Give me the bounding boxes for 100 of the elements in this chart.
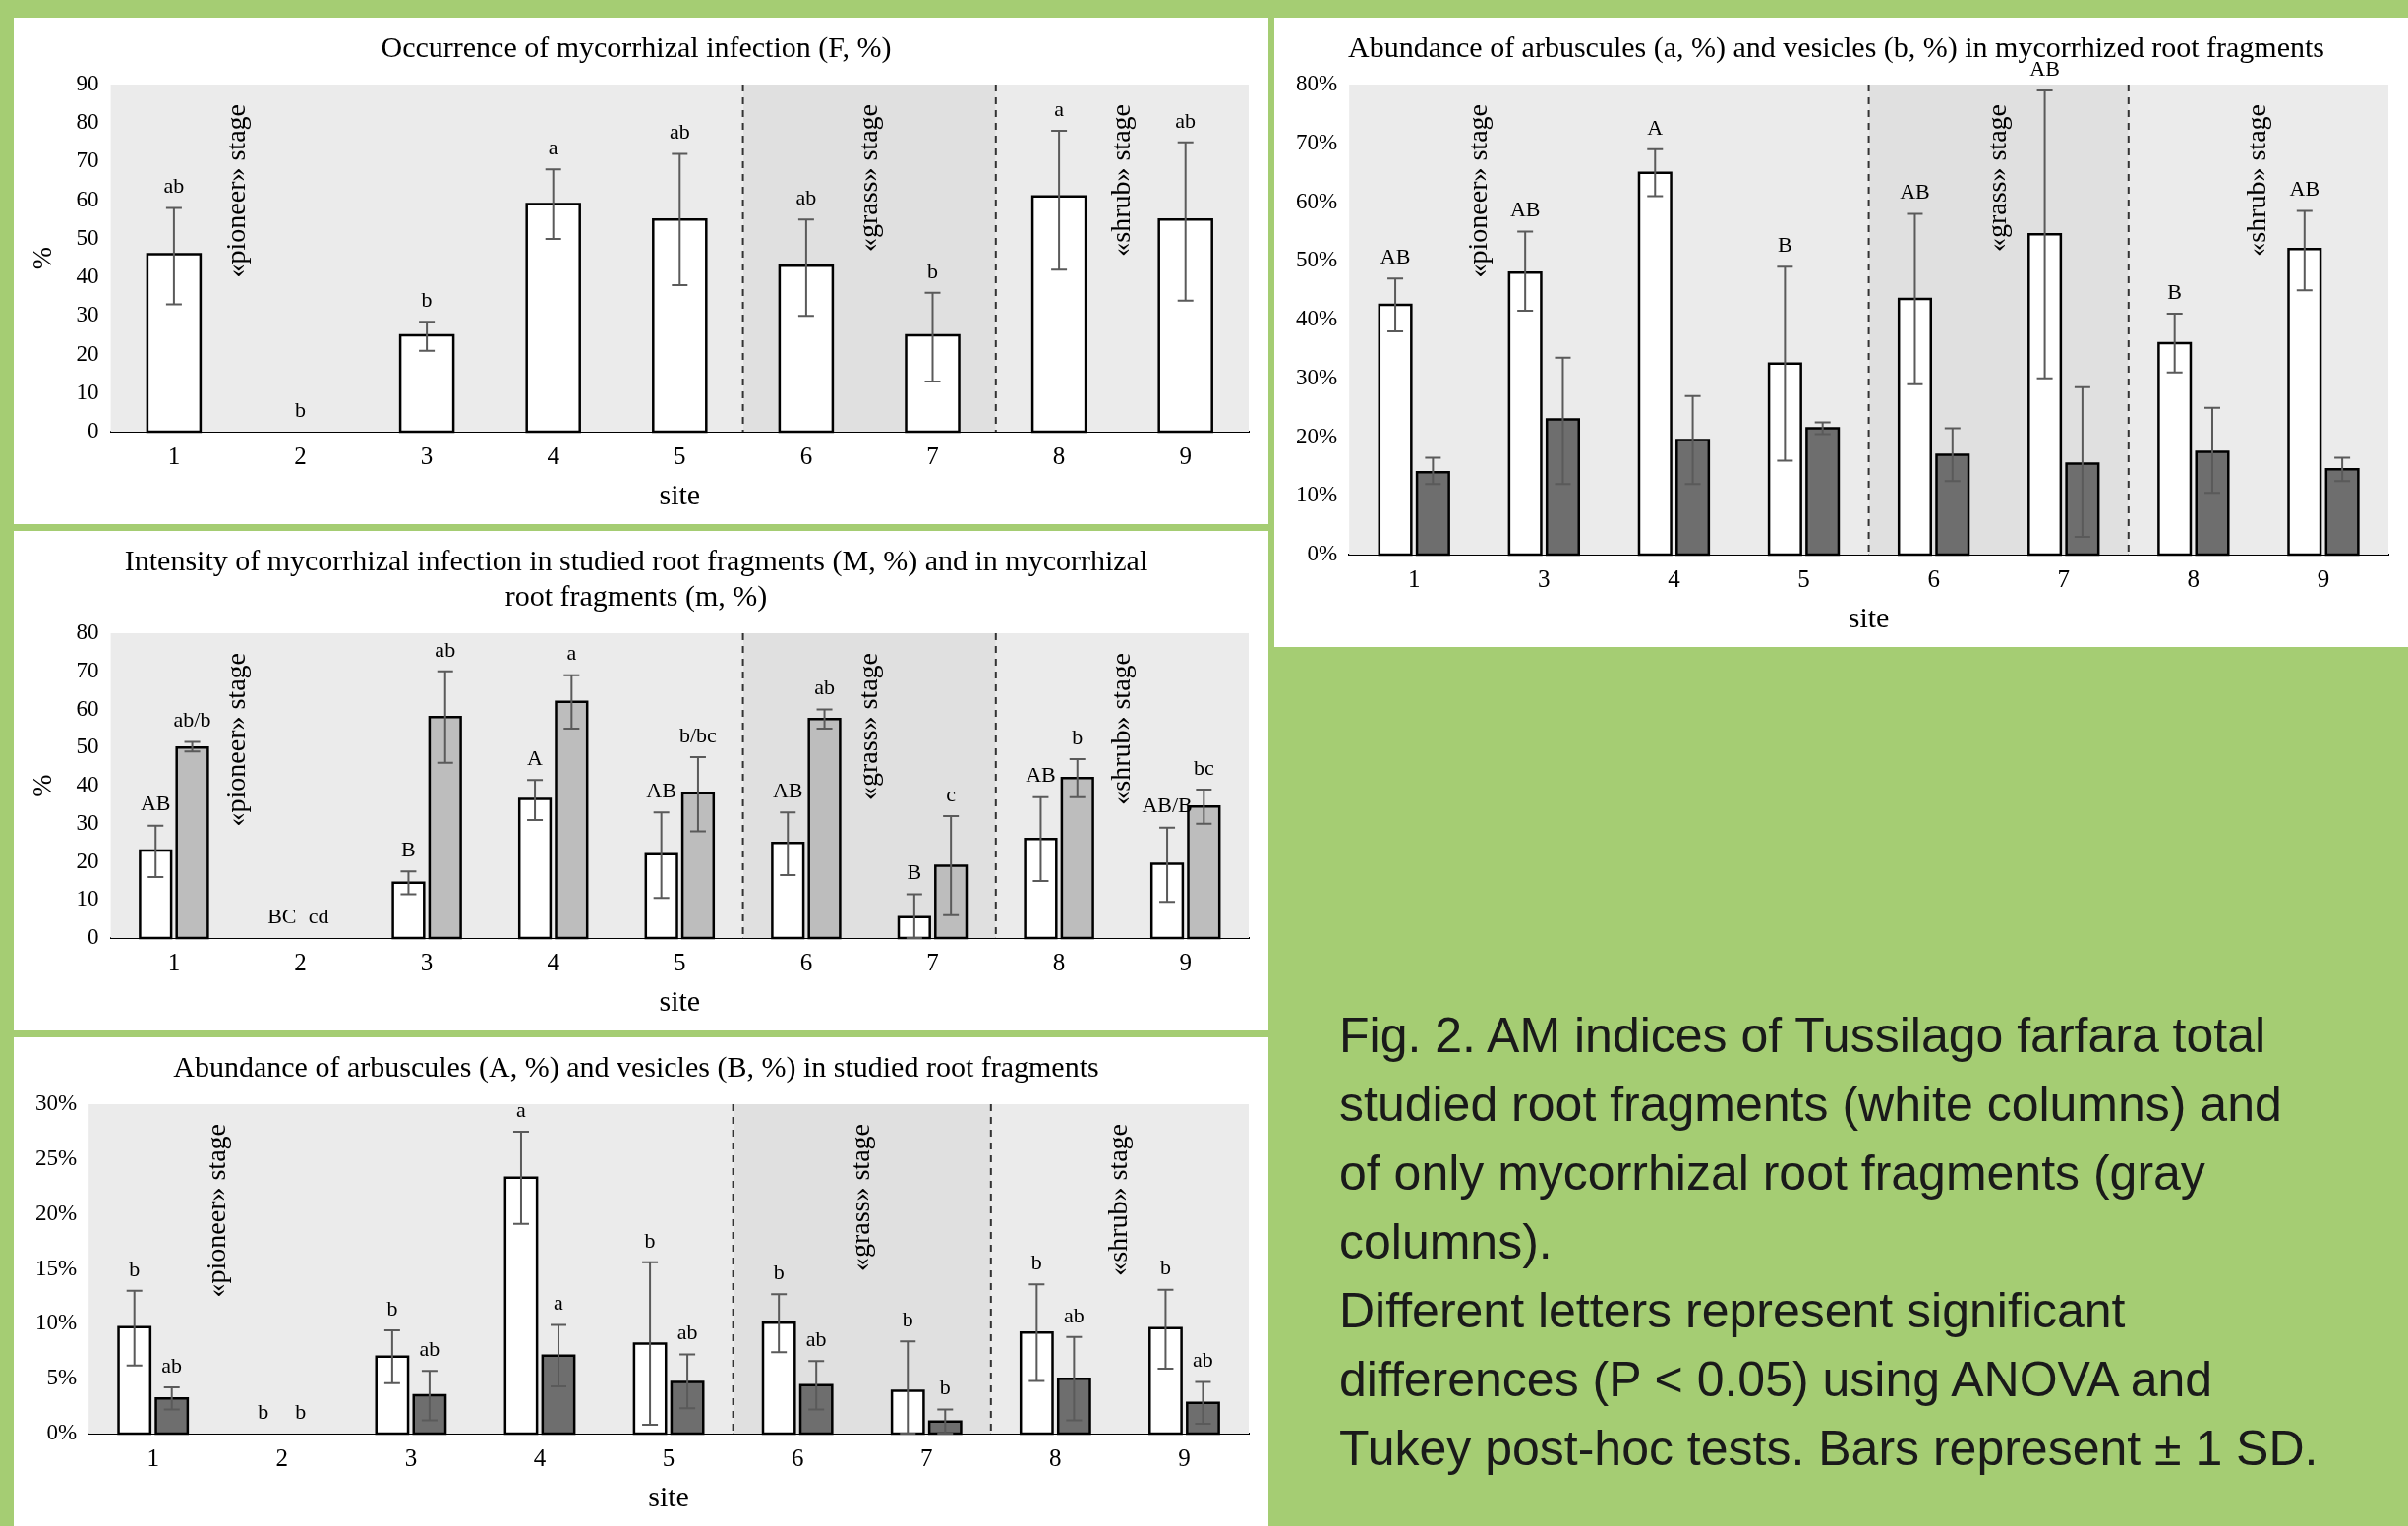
x-tick-label: 7 [926, 441, 939, 469]
annotation: b [295, 1398, 307, 1424]
annotation: AB [1900, 179, 1930, 205]
y-tick-label: 70% [1295, 129, 1338, 154]
y-tick-label: 50 [76, 224, 99, 250]
annotation: cd [308, 903, 329, 928]
x-tick-label: 6 [791, 1443, 804, 1471]
x-tick-label: 3 [404, 1443, 418, 1471]
y-tick-label: 80 [76, 109, 99, 135]
annotation: ab [161, 1352, 183, 1378]
annotation: AB/B [1142, 792, 1193, 818]
y-axis-title: % [27, 774, 58, 797]
chart-title: Abundance of arbuscules (a, %) and vesicles (b, %) in mycorrhized root fragments [1348, 29, 2324, 64]
y-tick-label: 20% [1295, 423, 1338, 448]
x-tick-label: 3 [420, 441, 434, 469]
annotation: b [295, 396, 306, 422]
y-tick-label: 30 [76, 302, 99, 327]
y-tick-label: 25% [34, 1144, 78, 1170]
annotation: a [554, 1290, 564, 1316]
y-tick-label: 30 [76, 809, 99, 835]
annotation: a [516, 1096, 527, 1122]
x-tick-label: 5 [674, 948, 686, 975]
x-axis-title: site [659, 983, 701, 1017]
annotation: ab [676, 1320, 698, 1345]
y-tick-label: 50% [1295, 247, 1338, 272]
annotation: AB [646, 777, 676, 802]
y-tick-label: 80 [76, 619, 99, 645]
annotation: a [566, 640, 577, 666]
band-label: «grass» stage [845, 1124, 876, 1272]
annotation: B [401, 836, 416, 861]
x-tick-label: 9 [2317, 564, 2330, 592]
x-tick-label: 5 [674, 441, 686, 469]
x-tick-label: 5 [1797, 564, 1810, 592]
annotation: b [939, 1375, 951, 1400]
band-label: «grass» stage [852, 104, 883, 253]
annotation: A [1647, 114, 1664, 140]
annotation: b [1072, 724, 1084, 749]
annotation: B [2167, 278, 2183, 304]
annotation: b [1030, 1249, 1042, 1274]
x-axis-title: site [659, 477, 701, 510]
y-axis-title: % [27, 246, 58, 270]
x-tick-label: 3 [420, 948, 434, 975]
x-tick-label: 7 [2057, 564, 2070, 592]
x-tick-label: 8 [2187, 564, 2201, 592]
y-tick-label: 0 [88, 924, 99, 950]
chart-title: Abundance of arbuscules (A, %) and vesicles (B, %) in studied root fragments [173, 1049, 1099, 1084]
annotation: AB [1380, 243, 1411, 268]
band-label: «pioneer» stage [219, 653, 251, 827]
annotation: b [421, 287, 433, 312]
y-tick-label: 60 [76, 186, 99, 211]
band-label: «grass» stage [1981, 104, 2013, 253]
annotation: ab [805, 1326, 827, 1352]
x-tick-label: 5 [662, 1443, 675, 1471]
annotation: b [1159, 1255, 1171, 1280]
x-tick-label: 9 [1179, 441, 1192, 469]
annotation: B [907, 859, 922, 885]
annotation: ab [1193, 1347, 1213, 1373]
annotation: a [548, 135, 558, 160]
annotation: AB [1026, 762, 1056, 788]
annotation: ab [435, 636, 456, 662]
annotation: ab [1175, 107, 1197, 133]
x-tick-label: 3 [1538, 564, 1551, 592]
annotation: b [902, 1306, 913, 1331]
x-tick-label: 6 [799, 441, 813, 469]
x-tick-label: 1 [147, 1443, 159, 1471]
band-label: «pioneer» stage [200, 1124, 231, 1298]
x-tick-label: 2 [294, 441, 307, 469]
annotation: AB [772, 777, 803, 802]
band-label: «pioneer» stage [219, 104, 251, 278]
x-tick-label: 6 [1927, 564, 1940, 592]
annotation: BC [267, 903, 297, 928]
band-label: «shrub» stage [1104, 104, 1136, 257]
annotation: c [946, 781, 957, 806]
x-tick-label: 2 [294, 948, 307, 975]
y-tick-label: 30% [34, 1090, 78, 1116]
annotation: AB [1509, 197, 1541, 222]
x-tick-label: 8 [1052, 441, 1066, 469]
annotation: A [527, 744, 544, 770]
x-tick-label: 8 [1049, 1443, 1062, 1471]
chart-title: Occurrence of mycorrhizal infection (F, %) [381, 29, 892, 64]
band-label: «shrub» stage [1102, 1124, 1134, 1276]
y-tick-label: 5% [46, 1365, 78, 1390]
x-axis-title: site [1848, 600, 1890, 633]
caption: Fig. 2. AM indices of Tussilago farfara total studied root fragments (white columns) and of only mycorrhizal root fragments (gray columns). [1339, 1007, 2283, 1271]
annotation: b [773, 1259, 785, 1284]
y-tick-label: 10% [1295, 482, 1338, 507]
y-tick-label: 50 [76, 734, 99, 759]
x-tick-label: 4 [533, 1443, 547, 1471]
annotation: ab [163, 173, 185, 199]
y-tick-label: 80% [1295, 71, 1338, 96]
y-tick-label: 0% [1307, 541, 1338, 566]
x-tick-label: 1 [167, 441, 181, 469]
y-tick-label: 10 [76, 886, 99, 911]
x-axis-title: site [648, 1479, 689, 1512]
annotation: b [258, 1398, 269, 1424]
chart-title: Intensity of mycorrhizal infection in studied root fragments (M, %) and in mycorrhizal root fragments (m, %) [124, 543, 1148, 613]
y-tick-label: 70 [76, 147, 99, 173]
annotation: b/bc [679, 722, 718, 747]
y-tick-label: 10 [76, 379, 99, 404]
x-tick-label: 9 [1178, 1443, 1191, 1471]
